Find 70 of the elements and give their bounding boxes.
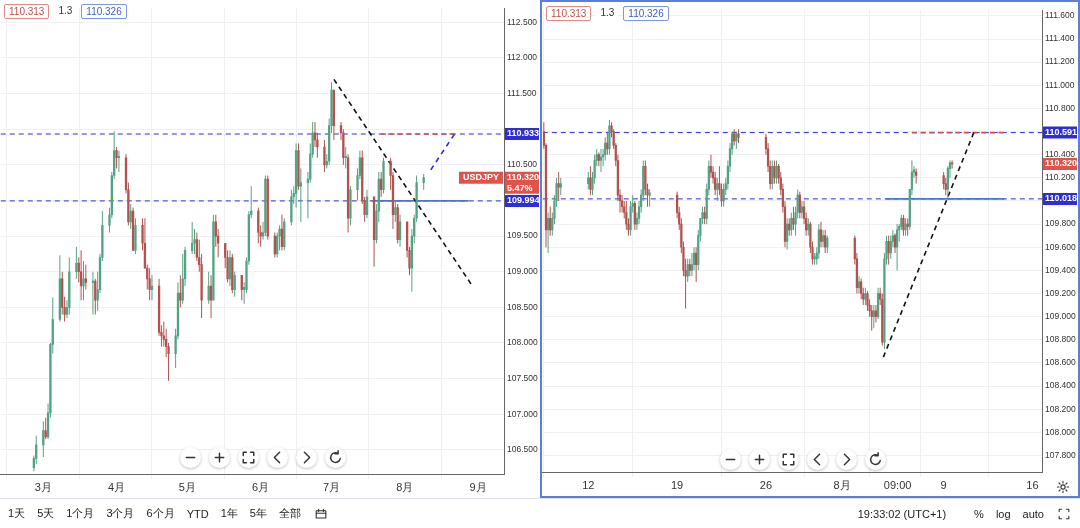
text: YTD bbox=[186, 507, 209, 520]
text: 5.47% bbox=[507, 183, 533, 194]
annotation: USDJPY bbox=[462, 172, 499, 183]
y-tick-label: 108.600 bbox=[1045, 357, 1076, 368]
y-tick-label: 110.400 bbox=[1045, 149, 1076, 160]
x-tick-label: 5月 bbox=[178, 481, 196, 494]
text: 19:33:02 (UTC+1) bbox=[857, 507, 947, 520]
y-tick-label: 106.500 bbox=[507, 444, 538, 455]
y-tick-label: 109.200 bbox=[1045, 287, 1076, 298]
text: 5年 bbox=[249, 506, 267, 521]
y-tick-label: 111.500 bbox=[507, 87, 537, 98]
y-tick-label: 107.500 bbox=[507, 372, 538, 383]
annotation: 1.3 bbox=[596, 6, 619, 21]
y-tick-label: 109.800 bbox=[1045, 218, 1076, 229]
ref-line-label: 109.994 bbox=[507, 195, 540, 206]
text: 3个月 bbox=[106, 506, 135, 521]
y-tick-label: 110.800 bbox=[1045, 102, 1076, 113]
x-tick-label: 4月 bbox=[108, 481, 126, 494]
y-tick-label: 109.500 bbox=[507, 230, 538, 241]
text: auto bbox=[1022, 507, 1044, 520]
y-tick-label: 112.500 bbox=[507, 16, 538, 27]
y-tick-label: 111.000 bbox=[1045, 79, 1075, 90]
annotation: 110.326 bbox=[81, 4, 127, 19]
x-tick-label: 19 bbox=[670, 479, 684, 492]
y-tick-label: 108.000 bbox=[507, 337, 538, 348]
text: 110.320 bbox=[1045, 158, 1078, 169]
text: 5天 bbox=[37, 506, 55, 521]
y-tick-label: 108.200 bbox=[1045, 403, 1076, 414]
annotation: 1.3 bbox=[54, 4, 77, 19]
x-tick-label: 26 bbox=[759, 479, 773, 492]
x-tick-label: 09:00 bbox=[883, 479, 912, 492]
text: 1天 bbox=[8, 506, 26, 521]
y-tick-label: 107.000 bbox=[507, 408, 538, 419]
y-tick-label: 110.200 bbox=[1045, 172, 1076, 183]
ref-line-label: 110.591 bbox=[1045, 127, 1078, 138]
y-tick-label: 108.400 bbox=[1045, 380, 1076, 391]
x-tick-label: 8月 bbox=[396, 481, 414, 494]
x-tick-label: 8月 bbox=[833, 479, 851, 492]
text: 1年 bbox=[220, 506, 238, 521]
y-tick-label: 111.400 bbox=[1045, 33, 1075, 44]
x-tick-label: 12 bbox=[582, 479, 595, 492]
y-tick-label: 109.400 bbox=[1045, 264, 1076, 275]
ref-line-label: 110.933 bbox=[507, 128, 540, 139]
y-tick-label: 108.800 bbox=[1045, 334, 1076, 345]
x-tick-label: 3月 bbox=[34, 481, 52, 494]
annotation: 110.326 bbox=[623, 6, 669, 21]
x-tick-label: 16 bbox=[1026, 479, 1039, 492]
text: log bbox=[995, 507, 1011, 520]
y-tick-label: 108.000 bbox=[1045, 426, 1076, 437]
y-tick-label: 109.000 bbox=[1045, 310, 1076, 321]
x-tick-label: 6月 bbox=[252, 481, 270, 494]
y-tick-label: 111.600 bbox=[1045, 10, 1075, 21]
y-tick-label: 111.200 bbox=[1045, 56, 1075, 67]
text: 6个月 bbox=[146, 506, 175, 521]
text: % bbox=[974, 507, 984, 520]
ref-line-label: 110.018 bbox=[1045, 193, 1078, 204]
x-tick-label: 9月 bbox=[469, 481, 487, 494]
x-tick-label: 9 bbox=[940, 479, 947, 492]
y-tick-label: 109.000 bbox=[507, 266, 538, 277]
y-tick-label: 109.600 bbox=[1045, 241, 1076, 252]
y-tick-label: 112.000 bbox=[507, 52, 538, 63]
text: 1个月 bbox=[66, 506, 95, 521]
y-tick-label: 107.800 bbox=[1045, 449, 1076, 460]
annotation: 110.313 bbox=[4, 4, 50, 19]
x-tick-label: 7月 bbox=[322, 481, 341, 494]
annotation: 110.313 bbox=[546, 6, 592, 21]
y-tick-label: 110.500 bbox=[507, 159, 538, 170]
text: 110.320 bbox=[507, 172, 540, 183]
y-tick-label: 108.500 bbox=[507, 301, 538, 312]
text: 全部 bbox=[278, 506, 301, 521]
